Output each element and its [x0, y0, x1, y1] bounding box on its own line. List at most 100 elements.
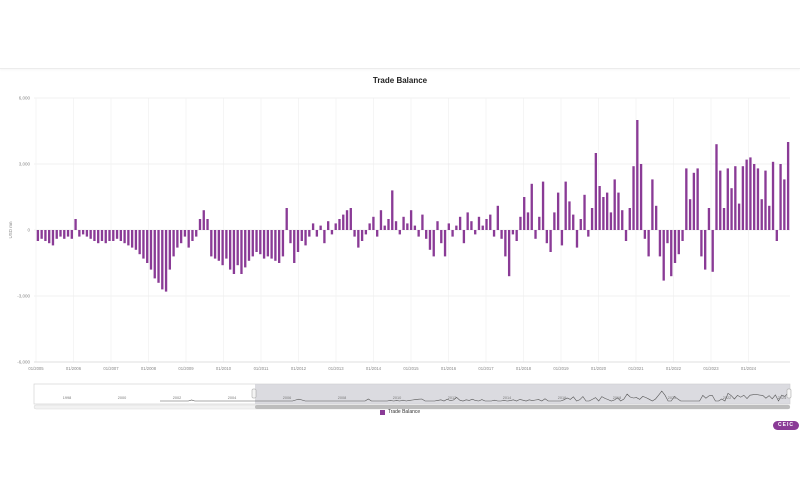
x-tick-label: 01/2016 — [441, 366, 457, 371]
bar — [421, 214, 424, 230]
legend[interactable]: Trade Balance — [0, 409, 800, 415]
bar — [206, 219, 209, 230]
legend-swatch — [379, 409, 385, 415]
bar — [673, 230, 677, 263]
bar — [153, 230, 156, 279]
range-navigator: 1998 2000 2002 2004 2006 2008 2010 2012 2014 2016… — [33, 383, 792, 410]
bar — [440, 230, 443, 244]
bar — [489, 214, 492, 230]
bar — [259, 230, 262, 255]
bar — [409, 210, 413, 230]
bar — [413, 225, 417, 230]
bar — [425, 230, 428, 239]
bar — [36, 230, 40, 241]
bar — [507, 230, 511, 277]
bar — [572, 214, 575, 230]
bar — [609, 212, 613, 230]
bar — [364, 230, 368, 235]
bar-series — [36, 120, 790, 292]
bar — [636, 120, 639, 230]
bar — [360, 230, 364, 241]
y-tick-label: -6,000 — [17, 360, 30, 365]
bar — [161, 230, 164, 290]
x-tick-label: 01/2018 — [516, 366, 532, 371]
bar — [247, 230, 251, 261]
bar — [130, 230, 134, 248]
navigator-year-label: 2020 — [668, 396, 676, 400]
ceic-logo[interactable]: CEIC — [773, 421, 799, 430]
bar — [466, 212, 469, 230]
bar — [270, 230, 273, 259]
bar — [749, 157, 752, 230]
bar — [730, 188, 733, 230]
bar — [775, 230, 778, 241]
y-axis: -6,000 -3,000 0 3,000 6,000 USD mn — [8, 96, 30, 365]
bar — [127, 230, 130, 246]
bar — [685, 168, 688, 230]
bar — [602, 197, 605, 230]
bar — [225, 230, 228, 259]
bar — [715, 144, 718, 230]
bar — [327, 221, 330, 230]
navigator-year-label: 2000 — [118, 396, 126, 400]
navigator-year-label: 2014 — [503, 396, 511, 400]
bar — [349, 208, 352, 230]
y-tick-label: 6,000 — [19, 96, 31, 101]
x-tick-label: 01/2012 — [291, 366, 307, 371]
bar — [93, 230, 96, 241]
bar — [289, 230, 292, 244]
bar — [142, 230, 145, 259]
bar — [447, 223, 450, 230]
bar — [402, 216, 405, 230]
bar — [372, 216, 375, 230]
bar — [768, 205, 771, 230]
bar — [481, 225, 484, 230]
bar — [734, 166, 737, 230]
bar — [511, 230, 515, 235]
bar — [262, 230, 266, 259]
bar — [168, 230, 172, 270]
bar — [704, 230, 707, 270]
bar — [164, 230, 168, 292]
bar — [81, 230, 85, 235]
bar — [726, 168, 729, 230]
bar — [311, 223, 315, 230]
bar — [756, 168, 760, 230]
bar — [519, 216, 522, 230]
bar — [244, 230, 247, 268]
bar — [191, 230, 194, 241]
bar — [613, 179, 616, 230]
navigator-scrollbar-thumb — [255, 405, 790, 409]
bar — [323, 230, 326, 244]
bar — [394, 221, 398, 230]
bar — [722, 208, 726, 230]
navigator-year-label: 2002 — [173, 396, 181, 400]
x-tick-label: 01/2008 — [141, 366, 157, 371]
y-axis-title: USD mn — [8, 221, 13, 238]
x-tick-label: 01/2014 — [366, 366, 382, 371]
bar — [398, 230, 401, 235]
bar — [632, 166, 635, 230]
bar — [560, 230, 564, 246]
bar — [436, 221, 439, 230]
bar — [741, 166, 745, 230]
bar — [293, 230, 296, 263]
bar — [357, 230, 360, 248]
y-tick-label: 0 — [27, 228, 30, 233]
bar — [406, 223, 409, 230]
bar — [368, 223, 371, 230]
navigator-year-label: 2022 — [723, 396, 731, 400]
bar — [579, 219, 582, 230]
page-header-bar — [0, 0, 800, 69]
bar — [187, 230, 190, 248]
x-tick-label: 01/2011 — [254, 366, 269, 371]
bar — [545, 230, 549, 244]
navigator-handle-left — [251, 388, 257, 399]
bar — [621, 210, 624, 230]
bar — [428, 230, 432, 250]
bar — [639, 164, 643, 230]
navigator-handle-right — [786, 388, 792, 399]
bar — [688, 199, 692, 230]
x-tick-label: 01/2021 — [628, 366, 644, 371]
